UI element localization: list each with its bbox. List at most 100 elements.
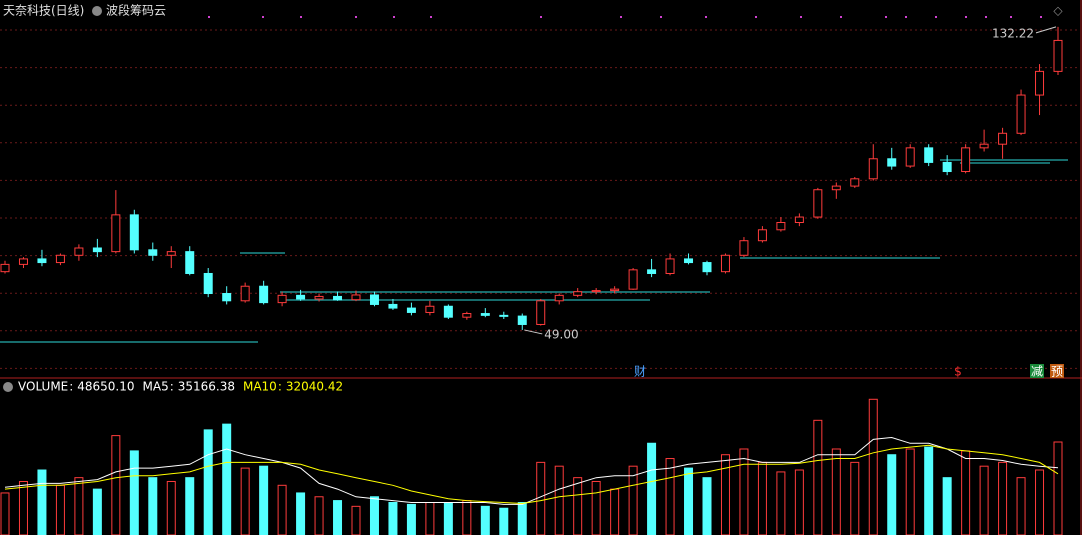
- marker-dot: [262, 16, 264, 18]
- candle-body: [1016, 94, 1026, 134]
- volume-bar: [185, 477, 195, 535]
- volume-bar: [517, 502, 527, 535]
- candle-body: [406, 307, 416, 313]
- volume-bar: [776, 471, 786, 535]
- candle-body: [480, 313, 490, 316]
- annotation-label: 49.00: [544, 327, 578, 341]
- candle-body: [74, 247, 84, 256]
- candle-body: [591, 290, 601, 293]
- marker-dot: [1040, 16, 1042, 18]
- candle-body: [794, 216, 804, 224]
- legend-separator: :: [170, 380, 174, 394]
- marker-dot: [430, 16, 432, 18]
- menu-icon[interactable]: [3, 382, 13, 392]
- marker-dot: [620, 16, 622, 18]
- volume-bar: [868, 398, 878, 535]
- legend-name: MA10: [243, 380, 277, 394]
- ma-line: [4, 444, 1059, 505]
- candle-body: [905, 147, 915, 167]
- candle-body: [166, 251, 176, 256]
- candle-body: [296, 294, 306, 300]
- annotation-arrow: [1035, 26, 1057, 34]
- volume-bar: [831, 448, 841, 535]
- event-label: 预: [1051, 365, 1063, 379]
- candle-body: [351, 294, 361, 301]
- volume-bar: [942, 477, 952, 535]
- candle-body: [610, 288, 620, 292]
- volume-bar: [924, 446, 934, 535]
- volume-bar: [406, 503, 416, 535]
- candle-body: [554, 294, 564, 302]
- candle-body: [850, 178, 860, 187]
- candle-body: [92, 247, 102, 253]
- volume-bar: [573, 477, 583, 535]
- candle-body: [443, 305, 453, 318]
- volume-bar: [702, 477, 712, 535]
- candle-body: [18, 258, 28, 265]
- volume-bar: [813, 419, 823, 535]
- volume-bar: [720, 454, 730, 535]
- legend-name: VOLUME: [18, 380, 68, 394]
- candle-body: [203, 272, 213, 295]
- volume-bar: [480, 505, 490, 535]
- candle-body: [314, 295, 324, 300]
- volume-bar: [277, 484, 287, 535]
- candle-body: [536, 300, 546, 325]
- volume-bar: [554, 465, 564, 535]
- marker-dot: [208, 16, 210, 18]
- candle-body: [222, 293, 232, 302]
- volume-bar: [351, 505, 361, 535]
- marker-dot: [965, 16, 967, 18]
- candle-body: [665, 258, 675, 274]
- volume-bar: [905, 448, 915, 535]
- annotation-arrow: [524, 329, 543, 335]
- volume-bar: [55, 484, 65, 535]
- marker-dot: [705, 16, 707, 18]
- volume-bar: [203, 429, 213, 535]
- volume-bar: [462, 500, 472, 535]
- volume-bar: [628, 465, 638, 535]
- candle-body: [462, 313, 472, 318]
- volume-bar: [610, 488, 620, 535]
- candle-body: [720, 254, 730, 273]
- candle-body: [37, 258, 47, 264]
- marker-dot: [840, 16, 842, 18]
- volume-bar: [425, 502, 435, 535]
- event-badge: [1030, 364, 1044, 378]
- candle-body: [979, 143, 989, 149]
- candle-body: [148, 249, 158, 256]
- chart-title: 天奈科技(日线): [3, 4, 84, 18]
- marker-dot: [885, 16, 887, 18]
- candle-body: [388, 303, 398, 309]
- volume-bar: [757, 461, 767, 535]
- marker-dot: [393, 16, 395, 18]
- corner-icon[interactable]: ◇: [1053, 4, 1063, 18]
- menu-icon[interactable]: [92, 6, 102, 16]
- candle-body: [333, 295, 343, 301]
- candle-body: [259, 285, 269, 304]
- event-badge: [1050, 364, 1064, 378]
- volume-bar: [684, 467, 694, 535]
- volume-bar: [166, 480, 176, 535]
- candle-body: [277, 294, 287, 304]
- candle-body: [868, 158, 878, 180]
- candle-body: [1053, 39, 1063, 72]
- marker-dot: [1010, 16, 1012, 18]
- volume-bar: [443, 502, 453, 535]
- legend-separator: :: [69, 380, 73, 394]
- candle-body: [129, 214, 139, 251]
- volume-bar: [961, 450, 971, 535]
- volume-bar: [111, 435, 121, 535]
- volume-bar: [240, 467, 250, 535]
- volume-bar: [1016, 477, 1026, 535]
- volume-bar: [739, 448, 749, 535]
- candle-body: [684, 258, 694, 264]
- candle-body: [998, 132, 1008, 145]
- volume-bar: [222, 423, 232, 535]
- chart-subtitle: 波段筹码云: [106, 3, 166, 18]
- ma-line: [4, 436, 1059, 505]
- volume-bar: [92, 488, 102, 535]
